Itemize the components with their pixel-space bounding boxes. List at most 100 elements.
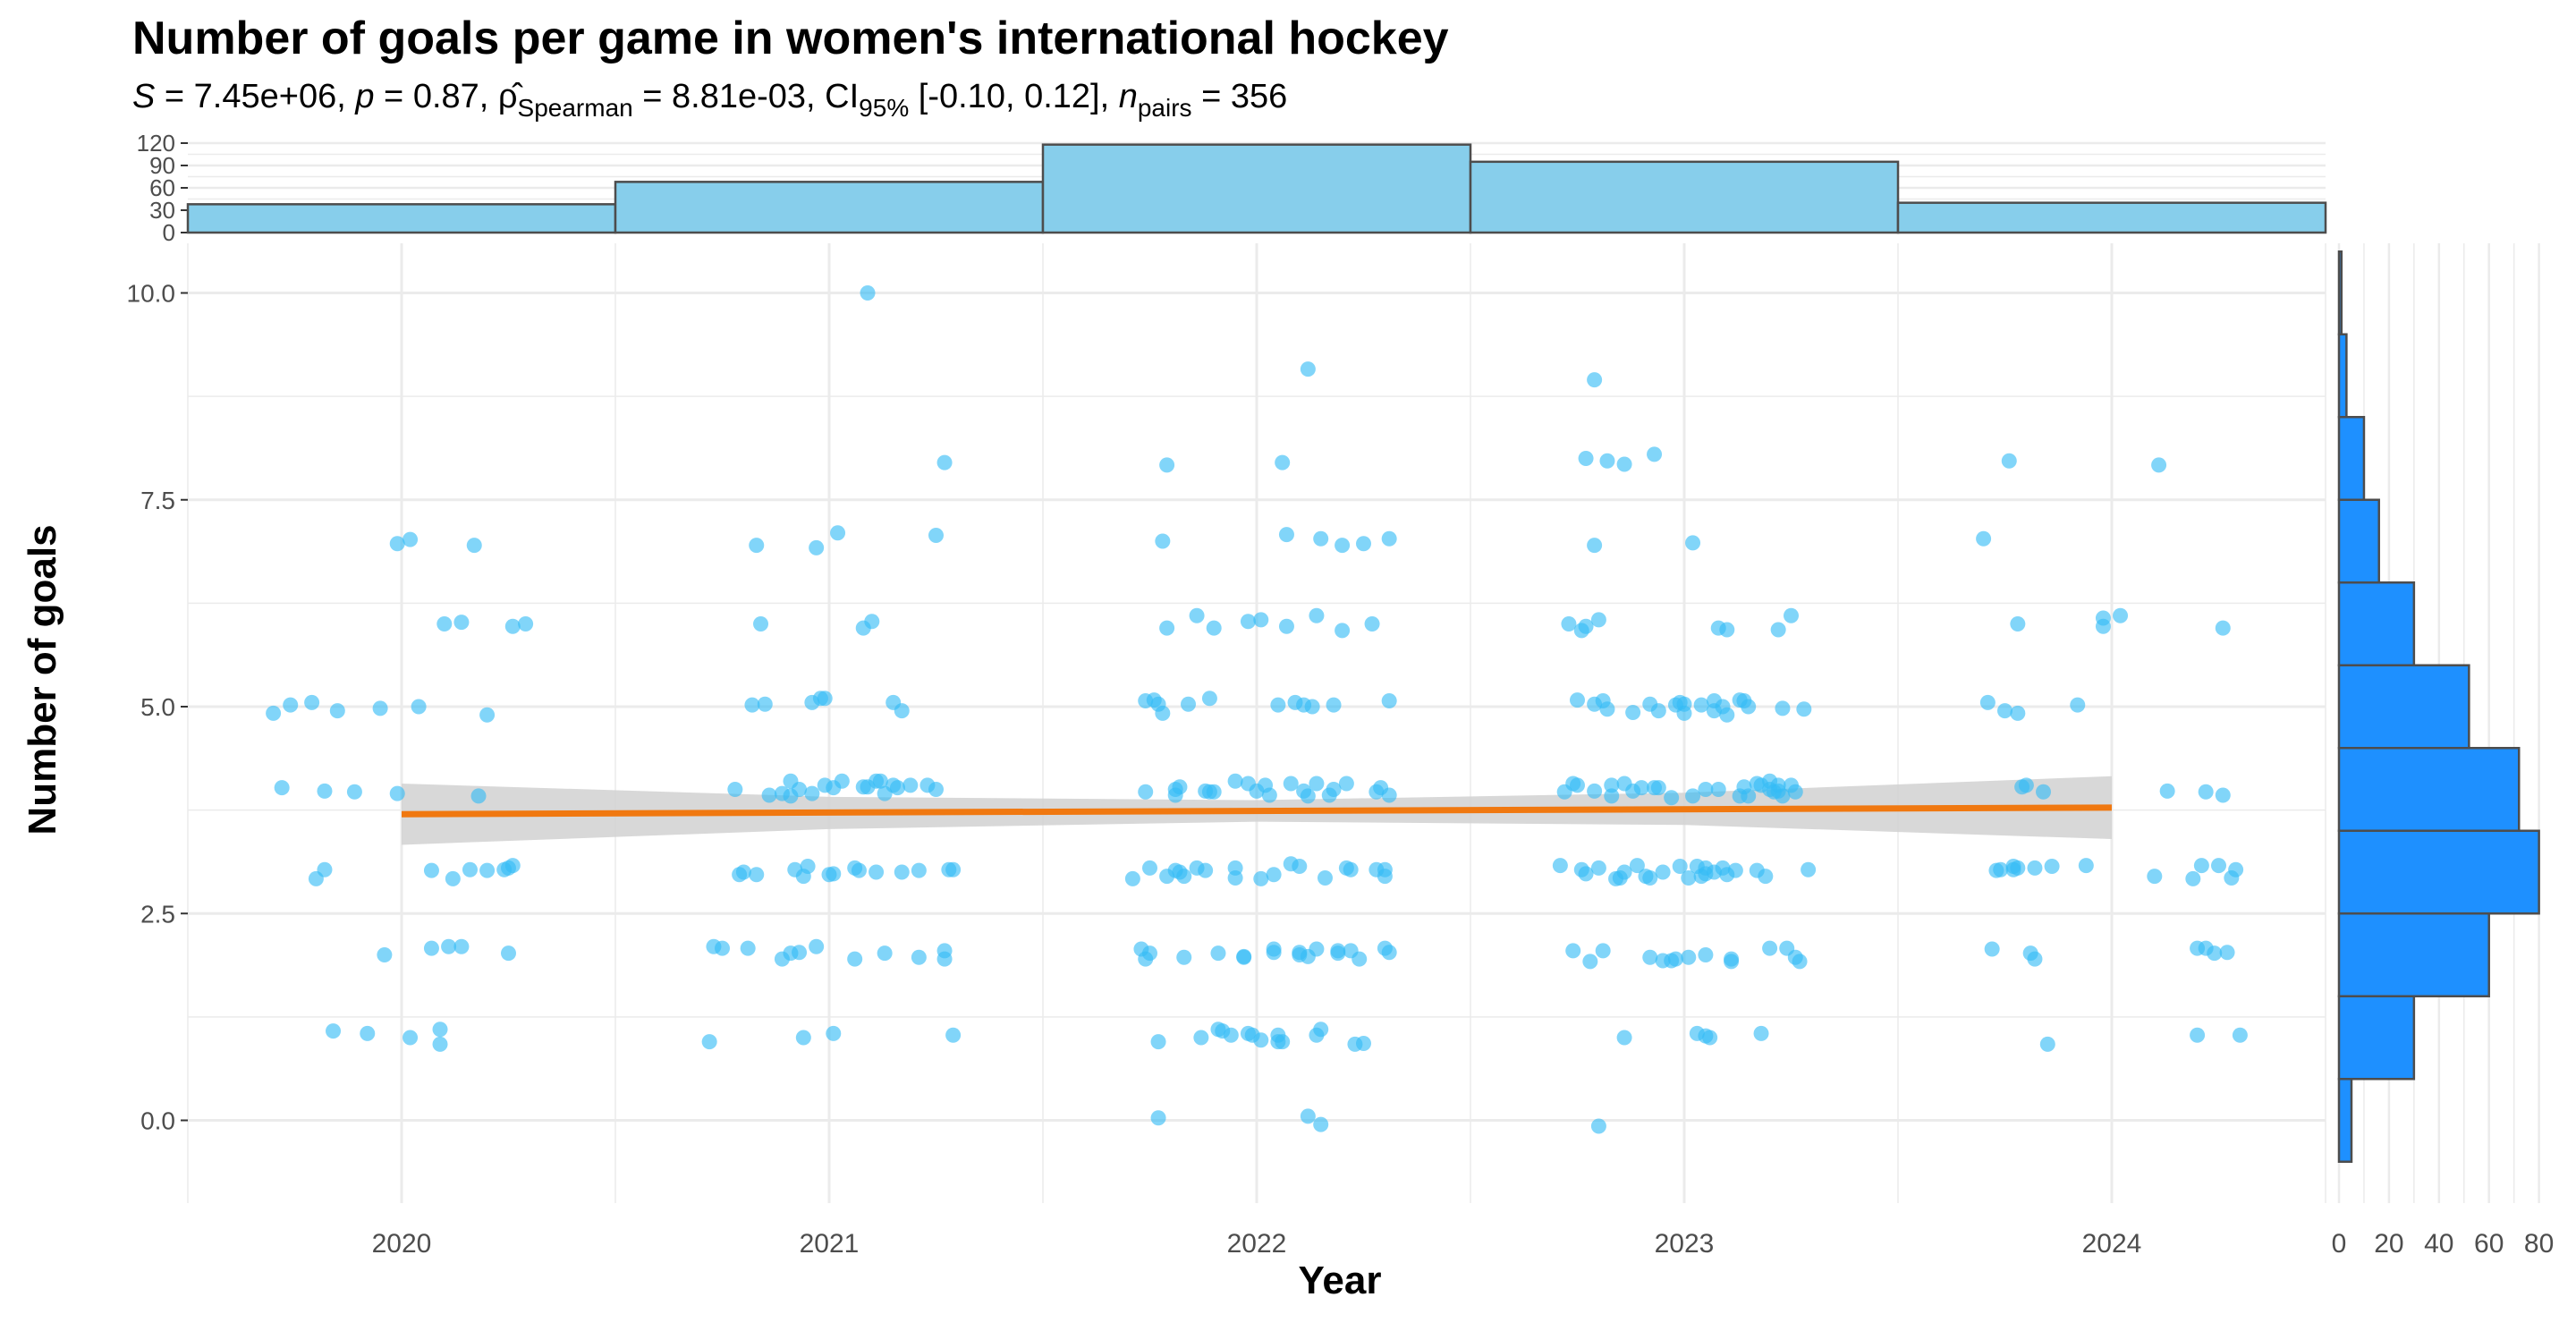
data-point	[1552, 858, 1568, 874]
data-point	[1326, 697, 1342, 713]
data-point	[1681, 949, 1697, 965]
data-point	[1587, 372, 1603, 388]
x-tick-label: 2020	[372, 1229, 432, 1259]
data-point	[2036, 784, 2052, 800]
data-point	[1270, 697, 1286, 713]
data-point	[1770, 622, 1786, 638]
data-point	[317, 861, 333, 877]
data-point	[1599, 453, 1615, 469]
top-hist-bar	[614, 181, 1045, 234]
data-point	[1381, 945, 1397, 961]
data-point	[1719, 707, 1735, 723]
data-point	[2095, 610, 2111, 626]
data-point	[1278, 618, 1294, 634]
data-point	[864, 614, 880, 630]
data-point	[945, 1027, 962, 1043]
y-tick-label: 0.0	[140, 1107, 175, 1135]
data-point	[274, 780, 290, 796]
top-hist-tick-label: 120	[137, 130, 175, 157]
data-point	[1266, 945, 1282, 961]
data-point	[1172, 779, 1188, 795]
y-tick-label: 5.0	[140, 693, 175, 721]
data-point	[1590, 612, 1606, 628]
y-tick-label: 7.5	[140, 487, 175, 514]
data-point	[2113, 607, 2129, 623]
data-point	[936, 951, 953, 967]
data-point	[1616, 1030, 1632, 1046]
side-hist-bar	[2337, 995, 2416, 1081]
data-point	[911, 862, 927, 878]
data-point	[877, 945, 893, 962]
data-point	[928, 528, 944, 544]
data-point	[2151, 457, 2167, 473]
data-point	[1775, 700, 1791, 716]
data-point	[1685, 788, 1701, 804]
data-point	[1685, 535, 1701, 551]
data-point	[1266, 867, 1282, 883]
data-point	[479, 862, 496, 878]
data-point	[894, 864, 910, 880]
data-point	[847, 951, 863, 967]
top-hist-bar	[1041, 143, 1472, 234]
side-hist-bar	[2337, 912, 2490, 997]
data-point	[402, 1030, 419, 1046]
data-point	[1698, 947, 1714, 962]
subtitle-p-value: 0.87	[413, 78, 479, 115]
data-point	[1629, 858, 1645, 874]
data-point	[1587, 538, 1603, 554]
data-point	[1309, 941, 1325, 957]
data-point	[346, 784, 362, 800]
data-point	[1181, 696, 1197, 712]
side-hist-tick-label: 40	[2424, 1229, 2453, 1259]
data-point	[1595, 943, 1611, 959]
data-point	[735, 864, 751, 880]
top-hist-tick-label: 60	[149, 174, 175, 201]
side-hist-bar	[2337, 664, 2470, 750]
side-hist-bar	[2337, 498, 2380, 584]
data-point	[1702, 1030, 1718, 1046]
data-point	[1582, 954, 1598, 970]
data-point	[1775, 788, 1791, 804]
top-hist-tick-label: 30	[149, 197, 175, 224]
data-point	[1309, 607, 1325, 623]
side-hist-bar	[2337, 829, 2540, 915]
data-point	[2027, 860, 2043, 876]
data-point	[1993, 861, 2009, 877]
data-point	[2159, 783, 2175, 799]
side-hist-tick-label: 80	[2524, 1229, 2554, 1259]
data-point	[1356, 1035, 1371, 1051]
data-point	[432, 1022, 448, 1038]
data-point	[432, 1036, 448, 1052]
data-point	[1664, 790, 1680, 806]
data-point	[1599, 701, 1615, 717]
top-hist-bar	[186, 203, 617, 234]
data-point	[2147, 869, 2163, 885]
data-point	[757, 696, 773, 712]
data-point	[1278, 527, 1294, 543]
data-point	[466, 538, 482, 554]
data-point	[1698, 782, 1714, 797]
data-point	[1762, 940, 1778, 956]
data-point	[1300, 361, 1316, 377]
data-point	[1753, 1025, 1769, 1041]
data-point	[889, 780, 905, 796]
data-point	[902, 777, 919, 793]
side-hist-tick-label: 0	[2332, 1229, 2347, 1259]
data-point	[2018, 777, 2034, 793]
data-point	[1223, 1027, 1239, 1043]
data-point	[1587, 783, 1603, 799]
data-point	[1236, 949, 1252, 965]
data-point	[860, 285, 876, 301]
data-point	[1655, 864, 1671, 880]
top-hist-bar	[1896, 201, 2327, 234]
data-point	[1253, 612, 1269, 628]
side-hist-bar	[2337, 333, 2348, 419]
data-point	[804, 785, 820, 801]
side-hist-tick-label: 60	[2474, 1229, 2504, 1259]
data-point	[436, 616, 453, 632]
data-point	[1758, 869, 1774, 885]
data-point	[1642, 869, 1658, 886]
data-point	[1727, 862, 1743, 878]
data-point	[727, 782, 743, 797]
